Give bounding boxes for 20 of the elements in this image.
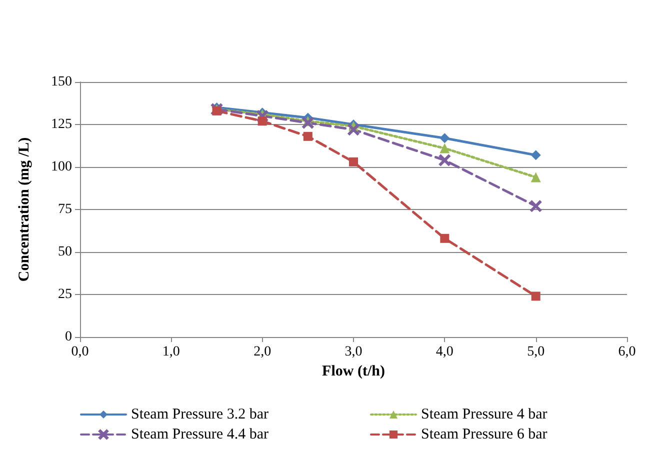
y-tick-label: 0 (65, 330, 72, 344)
x-tick-label: 0,0 (71, 344, 89, 360)
x-tick-label: 2,0 (254, 344, 272, 360)
x-axis-title: Flow (t/h) (322, 363, 385, 380)
x-tick-label: 6,0 (618, 344, 636, 360)
legend-label: Steam Pressure 4 bar (421, 406, 548, 422)
y-tick-label: 25 (58, 287, 72, 302)
x-tick-label: 5,0 (527, 344, 545, 360)
y-tick-label: 150 (51, 74, 72, 90)
y-tick-label: 125 (51, 117, 72, 132)
y-axis-title: Concentration (mg /L) (16, 137, 32, 282)
legend-label: Steam Pressure 4.4 bar (131, 426, 268, 442)
y-tick-label: 100 (51, 160, 72, 174)
y-tick-label: 75 (58, 202, 72, 217)
x-tick-label: 1,0 (162, 344, 180, 360)
x-tick-label: 4,0 (436, 344, 454, 360)
x-tick-label: 3,0 (344, 344, 362, 360)
legend-label: Steam Pressure 6 bar (421, 426, 548, 442)
y-tick-label: 50 (58, 244, 72, 260)
legend-label: Steam Pressure 3.2 bar (131, 406, 268, 422)
